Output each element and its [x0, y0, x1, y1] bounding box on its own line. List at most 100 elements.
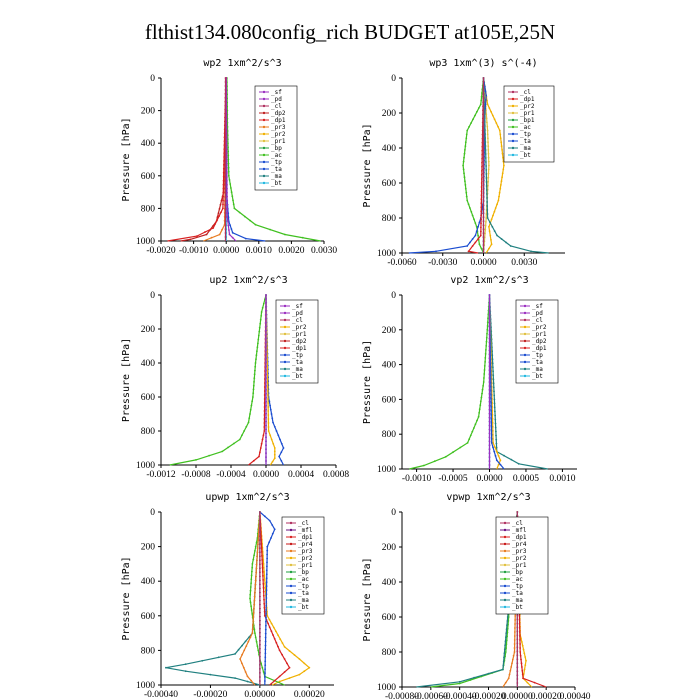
series-point: [212, 227, 215, 229]
series-point: [462, 164, 464, 167]
series-point: [469, 434, 472, 437]
series-point: [261, 571, 264, 573]
series-point: [518, 615, 521, 617]
series-point: [488, 464, 491, 466]
legend-marker: [523, 353, 527, 357]
series-point: [503, 652, 506, 655]
series-point: [226, 187, 228, 190]
legend-marker: [289, 605, 293, 609]
series-point: [474, 241, 477, 244]
series-point: [475, 225, 478, 228]
series-point: [513, 639, 516, 641]
legend-label: _dp2: [271, 110, 286, 117]
series-point: [482, 200, 485, 203]
series-point: [254, 632, 256, 634]
series-point: [249, 413, 251, 415]
legend-marker: [503, 591, 507, 595]
legend-label: _pr1: [520, 110, 535, 117]
series-point: [491, 225, 494, 228]
series-point: [484, 125, 486, 127]
series-point: [267, 406, 270, 408]
series-point: [514, 619, 516, 621]
series-point: [221, 228, 224, 231]
y-tick-label: 1000: [136, 237, 155, 247]
series-point: [468, 125, 470, 128]
y-tick-label: 200: [141, 325, 156, 335]
series-point: [517, 462, 520, 465]
x-tick-label: 0.0010: [246, 246, 272, 256]
y-tick-label: 400: [382, 578, 397, 588]
series-point: [254, 545, 257, 548]
series-point: [513, 635, 516, 637]
series-point: [278, 455, 280, 458]
panel-title: up2 1xm^2/s^3: [209, 275, 287, 286]
series-point: [264, 664, 267, 667]
series-point: [252, 396, 254, 398]
series-point: [280, 459, 283, 462]
series-point: [477, 415, 480, 418]
series-point: [513, 651, 516, 653]
series-point: [482, 224, 485, 227]
legend-marker: [262, 97, 266, 101]
series-point: [303, 670, 306, 673]
series-point: [214, 223, 217, 225]
series-point: [494, 422, 497, 425]
series-point: [482, 208, 485, 211]
panel-title: wp3 1xm^(3) s^(-4): [429, 58, 537, 69]
panel-title: vp2 1xm^2/s^3: [450, 275, 528, 286]
series-point: [474, 222, 477, 224]
series-point: [488, 345, 491, 348]
series-point: [482, 152, 485, 155]
series-point: [484, 145, 487, 147]
series-point: [259, 318, 262, 321]
series-point: [493, 230, 496, 233]
series-point: [224, 188, 227, 191]
series-point: [257, 531, 260, 534]
series-point: [277, 434, 280, 437]
series-point: [484, 153, 487, 155]
series-point: [249, 586, 252, 588]
legend-label: _ta: [520, 138, 531, 145]
legend-marker: [511, 118, 515, 122]
series-point: [493, 402, 496, 405]
series-point: [259, 583, 261, 586]
series-point: [252, 612, 255, 614]
x-tick-label: 0.0030: [311, 246, 337, 256]
legend-label: _mfl: [298, 527, 313, 534]
series-point: [489, 234, 492, 237]
series-point: [273, 457, 276, 460]
series-point: [492, 442, 494, 444]
series-point: [224, 112, 227, 115]
series-point: [480, 214, 482, 217]
series-point: [480, 178, 483, 180]
series-point: [257, 539, 259, 542]
series-point: [463, 172, 465, 175]
legend-label: _ta: [532, 359, 543, 366]
series-point: [516, 634, 519, 637]
y-tick-label: 600: [141, 393, 156, 403]
series-point: [259, 668, 261, 670]
legend-marker: [283, 360, 287, 364]
series-point: [270, 413, 273, 415]
series-point: [519, 643, 521, 645]
series-point: [275, 430, 278, 432]
series-point: [234, 653, 237, 655]
series-point: [288, 677, 291, 679]
series-point: [516, 618, 519, 621]
series-point: [495, 442, 498, 445]
series-point: [465, 195, 468, 198]
series-point: [224, 140, 227, 143]
series-point: [482, 156, 485, 159]
series-point: [484, 129, 486, 131]
series-point: [224, 128, 227, 131]
series-point: [267, 394, 269, 396]
x-tick-label: -0.00080: [385, 692, 419, 700]
series-point: [251, 628, 254, 630]
series-point: [259, 527, 261, 529]
series-point: [233, 207, 236, 210]
y-tick-label: 400: [141, 577, 156, 587]
legend-marker: [289, 577, 293, 581]
legend-label: _ac: [512, 576, 523, 583]
series-point: [482, 148, 485, 151]
series-point: [488, 333, 491, 336]
